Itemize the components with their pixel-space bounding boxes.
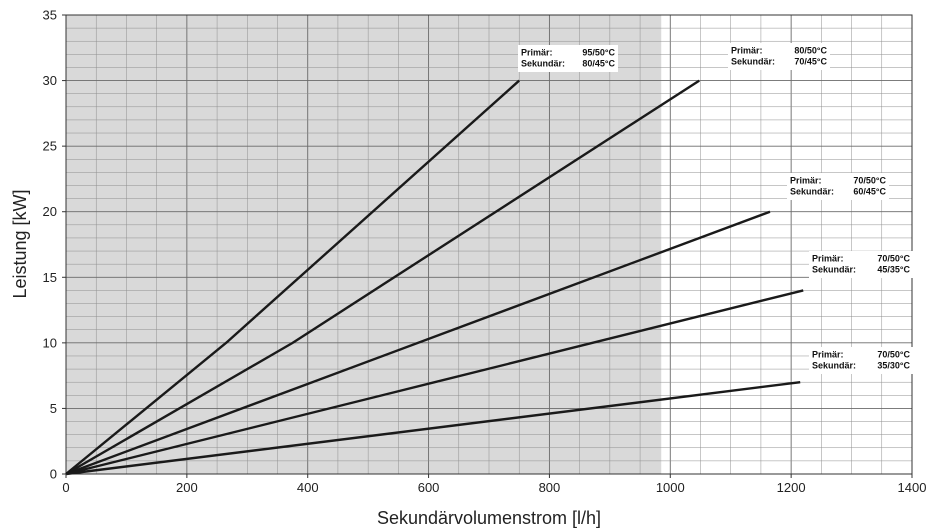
- annotation-box-3: Primär: 70/50°C Sekundär: 60/45°C: [787, 173, 889, 200]
- x-tick-label: 1400: [898, 480, 927, 495]
- y-tick-label: 25: [43, 139, 57, 154]
- plot-border: [65, 14, 913, 475]
- annotation-primary-value: 70/50°C: [877, 254, 910, 264]
- annotation-bg: [728, 43, 830, 70]
- y-tick-label: 35: [43, 8, 57, 23]
- annotation-box-1: Primär: 95/50°C Sekundär: 80/45°C: [518, 45, 618, 72]
- annotation-primary-value: 80/50°C: [794, 46, 827, 56]
- series-lines: [65, 79, 804, 476]
- series-line-3: [65, 210, 771, 476]
- annotation-secondary-label: Sekundär:: [812, 265, 856, 275]
- annotation-box-2: Primär: 80/50°C Sekundär: 70/45°C: [728, 43, 830, 70]
- series-line-4: [65, 289, 804, 476]
- annotation-bg: [518, 45, 618, 72]
- annotation-bg: [809, 251, 913, 278]
- x-tick-label: 1000: [656, 480, 685, 495]
- annotation-primary-value: 70/50°C: [853, 176, 886, 186]
- y-axis-title: Leistung [kW]: [10, 189, 30, 298]
- annotation-secondary-value: 80/45°C: [582, 59, 615, 69]
- annotation-secondary-label: Sekundär:: [521, 59, 565, 69]
- y-tick-label: 5: [50, 401, 57, 416]
- annotation-bg: [809, 347, 913, 374]
- annotation-primary-label: Primär:: [812, 350, 844, 360]
- y-axis: 0 5 10 15 20 25 30 35: [43, 8, 66, 482]
- annotation-primary-label: Primär:: [790, 176, 822, 186]
- annotation-primary-value: 95/50°C: [582, 48, 615, 58]
- annotation-box-5: Primär: 70/50°C Sekundär: 35/30°C: [809, 347, 913, 374]
- x-tick-label: 0: [62, 480, 69, 495]
- x-tick-label: 200: [176, 480, 198, 495]
- annotation-secondary-value: 70/45°C: [794, 57, 827, 67]
- y-tick-label: 0: [50, 467, 57, 482]
- annotation-primary-value: 70/50°C: [877, 350, 910, 360]
- annotation-box-4: Primär: 70/50°C Sekundär: 45/35°C: [809, 251, 913, 278]
- annotation-secondary-value: 45/35°C: [877, 265, 910, 275]
- x-tick-label: 800: [539, 480, 561, 495]
- annotation-secondary-label: Sekundär:: [790, 187, 834, 197]
- annotation-secondary-label: Sekundär:: [731, 57, 775, 67]
- y-tick-label: 10: [43, 335, 57, 350]
- y-tick-label: 30: [43, 73, 57, 88]
- x-axis: 0 200 400 600 800 1000 1200 1400: [62, 474, 926, 495]
- series-line-1: [65, 79, 521, 475]
- annotation-bg: [787, 173, 889, 200]
- annotation-primary-label: Primär:: [812, 254, 844, 264]
- annotation-secondary-value: 35/30°C: [877, 361, 910, 371]
- annotation-secondary-label: Sekundär:: [812, 361, 856, 371]
- series-line-5: [65, 381, 801, 476]
- x-tick-label: 600: [418, 480, 440, 495]
- annotations: Primär: 95/50°C Sekundär: 80/45°C Primär: 80/…: [518, 43, 913, 374]
- shaded-region: [66, 15, 662, 474]
- annotation-primary-label: Primär:: [731, 46, 763, 56]
- annotation-primary-label: Primär:: [521, 48, 553, 58]
- grid: [65, 14, 913, 475]
- annotation-secondary-value: 60/45°C: [853, 187, 886, 197]
- x-tick-label: 1200: [777, 480, 806, 495]
- x-axis-title: Sekundärvolumenstrom [l/h]: [377, 508, 601, 528]
- y-tick-label: 15: [43, 270, 57, 285]
- series-line-2: [65, 79, 700, 476]
- y-tick-label: 20: [43, 204, 57, 219]
- x-tick-label: 400: [297, 480, 319, 495]
